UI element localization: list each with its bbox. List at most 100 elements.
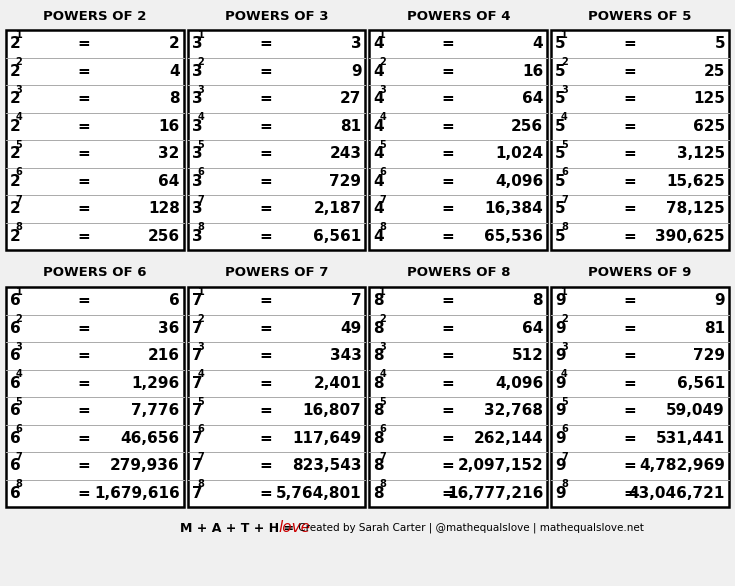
Bar [370, 287, 548, 507]
Text: POWERS OF 2: POWERS OF 2 [43, 9, 146, 22]
Text: POWERS OF 3: POWERS OF 3 [225, 9, 329, 22]
Text: 4: 4 [373, 119, 384, 134]
Text: 4: 4 [373, 174, 384, 189]
Text: 1: 1 [15, 287, 23, 297]
Bar [551, 30, 729, 250]
Text: 5: 5 [555, 91, 566, 106]
Text: 3: 3 [192, 64, 202, 79]
Text: 8: 8 [373, 376, 384, 391]
Text: =: = [259, 486, 273, 501]
Text: 4: 4 [15, 112, 23, 122]
Text: 81: 81 [704, 321, 725, 336]
Text: 16: 16 [522, 64, 543, 79]
Text: =: = [78, 403, 90, 418]
Text: 3: 3 [192, 91, 202, 106]
Text: 5,764,801: 5,764,801 [276, 486, 362, 501]
Text: =: = [441, 293, 454, 308]
Text: 3: 3 [192, 146, 202, 161]
Text: 2: 2 [10, 174, 21, 189]
Text: 6: 6 [561, 424, 567, 434]
Text: 1: 1 [198, 30, 204, 40]
Text: =: = [441, 174, 454, 189]
Text: =: = [259, 348, 273, 363]
Text: 15,625: 15,625 [666, 174, 725, 189]
Text: =: = [441, 146, 454, 161]
Text: 4: 4 [561, 112, 567, 122]
Text: 2,187: 2,187 [313, 201, 362, 216]
Text: 7,776: 7,776 [132, 403, 180, 418]
Text: 46,656: 46,656 [121, 431, 180, 446]
Text: 5: 5 [561, 139, 567, 149]
Text: =: = [78, 293, 90, 308]
Text: =: = [259, 293, 273, 308]
Text: 2: 2 [10, 64, 21, 79]
Text: 7: 7 [192, 348, 202, 363]
Text: =: = [78, 36, 90, 51]
Text: =: = [441, 119, 454, 134]
Text: =: = [623, 348, 636, 363]
Text: 8: 8 [533, 293, 543, 308]
Text: 4: 4 [373, 201, 384, 216]
Text: 6: 6 [10, 486, 21, 501]
Text: 1: 1 [561, 30, 567, 40]
Text: 2: 2 [10, 229, 21, 244]
Text: 3: 3 [192, 174, 202, 189]
Text: 2: 2 [379, 314, 386, 324]
Text: 4: 4 [373, 91, 384, 106]
Bar [187, 30, 365, 250]
Text: =: = [259, 431, 273, 446]
Text: 4: 4 [379, 112, 386, 122]
Text: 216: 216 [148, 348, 180, 363]
Text: love: love [279, 520, 310, 536]
Text: 64: 64 [522, 321, 543, 336]
Text: 1,024: 1,024 [495, 146, 543, 161]
Text: 6: 6 [10, 458, 21, 473]
Text: 343: 343 [329, 348, 362, 363]
Text: 4: 4 [379, 369, 386, 379]
Text: =: = [259, 64, 273, 79]
Text: 9: 9 [555, 376, 566, 391]
Text: 78,125: 78,125 [666, 201, 725, 216]
Text: 5: 5 [561, 397, 567, 407]
Text: 16,807: 16,807 [303, 403, 362, 418]
Text: =: = [623, 201, 636, 216]
Text: 9: 9 [351, 64, 362, 79]
Text: =: = [623, 458, 636, 473]
Text: 5: 5 [15, 397, 23, 407]
Text: 16,777,216: 16,777,216 [447, 486, 543, 501]
Text: =: = [441, 91, 454, 106]
Text: 262,144: 262,144 [473, 431, 543, 446]
Text: 7: 7 [561, 452, 567, 462]
Text: 7: 7 [192, 431, 202, 446]
Text: 2: 2 [198, 57, 204, 67]
Text: 6: 6 [198, 424, 204, 434]
Text: 512: 512 [512, 348, 543, 363]
Text: =: = [441, 458, 454, 473]
Text: 7: 7 [192, 458, 202, 473]
Text: 8: 8 [15, 479, 23, 489]
Text: 1: 1 [15, 30, 23, 40]
Text: =: = [623, 431, 636, 446]
Text: =: = [623, 321, 636, 336]
Text: 3: 3 [15, 84, 23, 95]
Text: 4: 4 [533, 36, 543, 51]
Text: =: = [78, 91, 90, 106]
Text: 3: 3 [15, 342, 23, 352]
Text: =: = [78, 174, 90, 189]
Text: 8: 8 [379, 222, 386, 232]
Text: =: = [623, 119, 636, 134]
Text: 2: 2 [10, 146, 21, 161]
Text: =: = [259, 403, 273, 418]
Text: =: = [259, 119, 273, 134]
Text: 32,768: 32,768 [484, 403, 543, 418]
Text: 117,649: 117,649 [293, 431, 362, 446]
Text: 81: 81 [340, 119, 362, 134]
Text: 2: 2 [10, 36, 21, 51]
Text: =: = [441, 348, 454, 363]
Text: 8: 8 [379, 479, 386, 489]
Text: 7: 7 [379, 452, 386, 462]
Text: 4,096: 4,096 [495, 174, 543, 189]
Text: 8: 8 [198, 479, 204, 489]
Text: 9: 9 [555, 403, 566, 418]
Text: =: = [259, 321, 273, 336]
